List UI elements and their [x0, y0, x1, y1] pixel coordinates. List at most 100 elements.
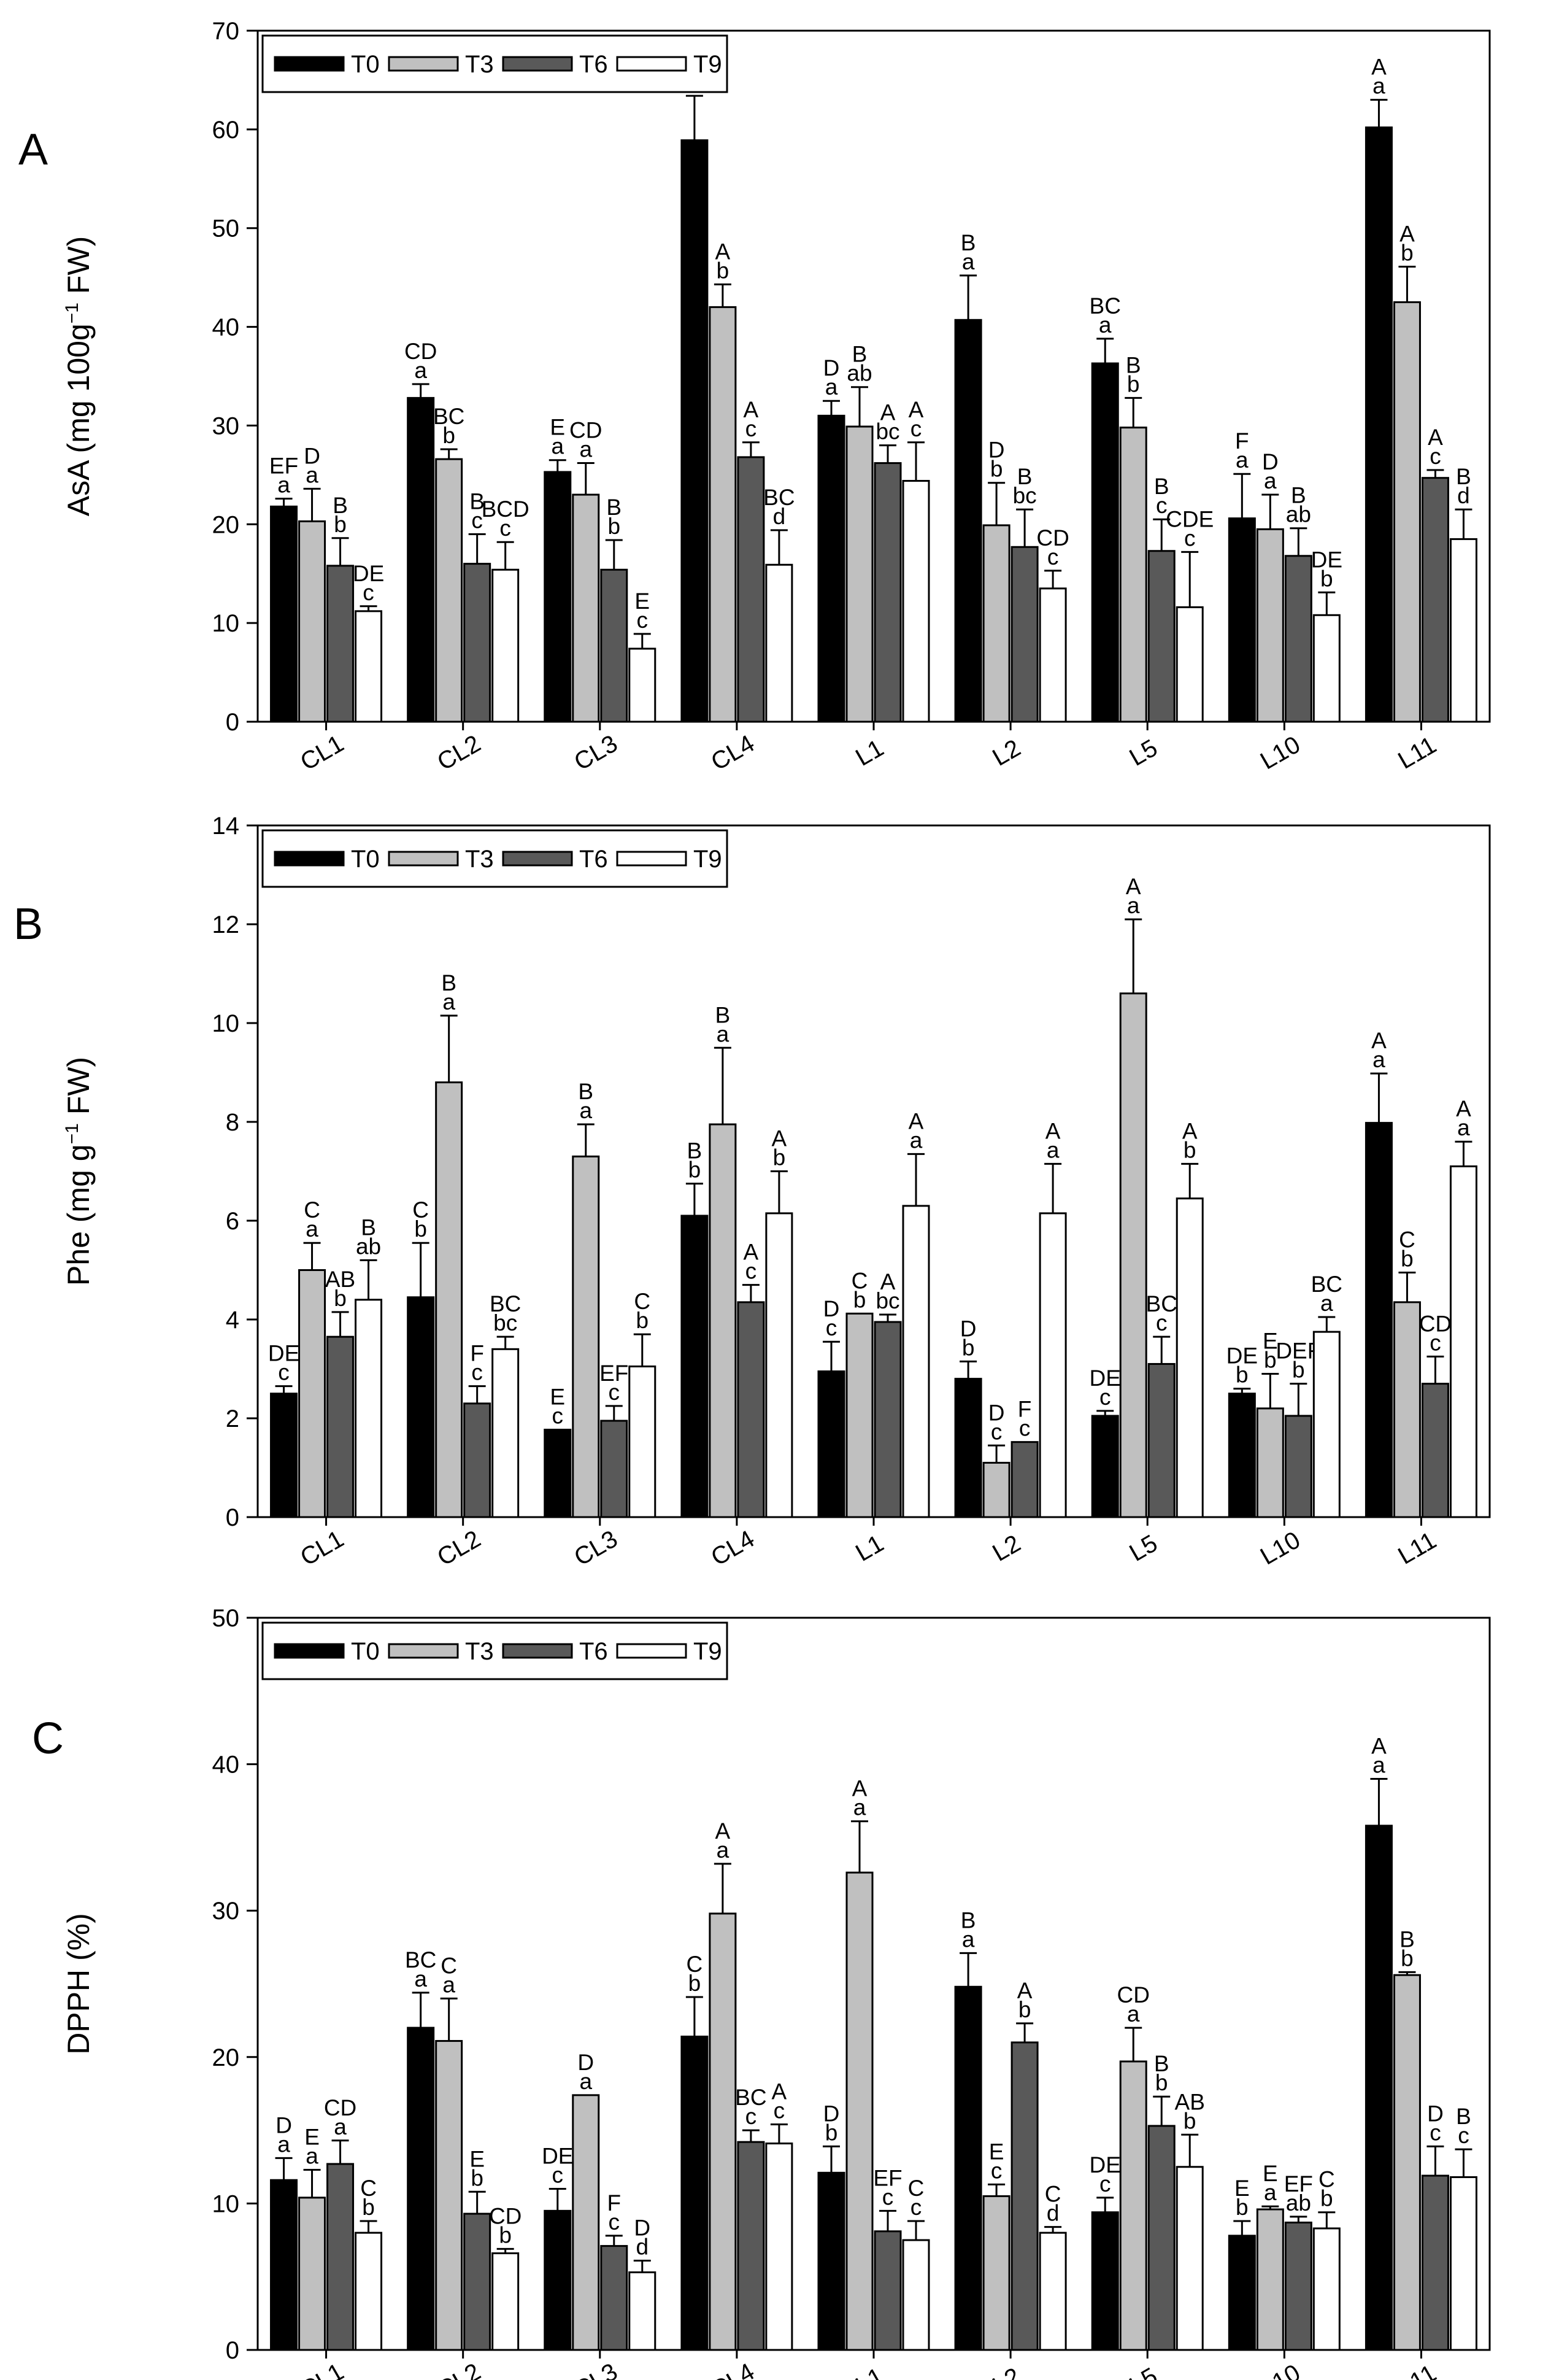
significance-letter: C: [360, 2176, 377, 2201]
x-tick-label: L2: [988, 735, 1025, 771]
significance-letter: a: [442, 989, 455, 1014]
bar-t6-cl2: [463, 1402, 491, 1518]
significance-letter: B: [1017, 464, 1033, 489]
significance-letter: D: [988, 1400, 1005, 1425]
bar-t9-cl1: [355, 2231, 383, 2351]
y-tick-label: 40: [212, 314, 240, 341]
bar-t6-cl4: [737, 1301, 765, 1518]
y-tick-label: 10: [212, 610, 240, 637]
significance-letter: DE: [1090, 1366, 1121, 1391]
bar-t3-cl4: [709, 1123, 737, 1518]
significance-letter: a: [579, 1098, 592, 1123]
y-axis-label: Phe (mg g−1 FW): [61, 1057, 96, 1286]
significance-letter: a: [414, 1966, 427, 1992]
legend-swatch-t0: [274, 56, 345, 72]
significance-letter: A: [744, 397, 759, 422]
bar-t6-l2: [1010, 2041, 1039, 2351]
bar-t0-l10: [1228, 1393, 1256, 1518]
legend-swatch-t9: [616, 1643, 687, 1659]
x-tick-label: L11: [1393, 732, 1441, 775]
significance-letter: BC: [433, 404, 464, 429]
significance-letter: a: [277, 2131, 290, 2157]
significance-letter: A: [715, 239, 731, 264]
significance-letter: D: [634, 2215, 650, 2240]
bar-t3-l5: [1119, 2060, 1147, 2351]
bar-t3-l10: [1256, 528, 1284, 723]
bar-t6-cl4: [737, 456, 765, 723]
significance-letter: E: [1234, 2176, 1250, 2201]
legend-label: T6: [579, 1638, 608, 1665]
significance-letter: BC: [1090, 293, 1121, 319]
significance-letter: b: [334, 512, 347, 537]
bar-t6-l1: [874, 1321, 902, 1518]
y-axis-label: AsA (mg 100g−1 FW): [61, 236, 96, 517]
significance-letter: c: [991, 1419, 1003, 1444]
significance-letter: D: [823, 2101, 840, 2126]
significance-letter: D: [275, 2112, 292, 2138]
significance-letter: BC: [1311, 1272, 1342, 1297]
significance-letter: CD: [489, 2203, 522, 2228]
bar-t6-l5: [1147, 1362, 1176, 1518]
legend-swatch-t9: [616, 851, 687, 867]
y-tick-label: 2: [226, 1405, 239, 1432]
significance-letter: C: [1399, 1227, 1415, 1253]
legend-swatch-t9: [616, 56, 687, 72]
bar-t9-l5: [1176, 606, 1204, 723]
legend-label: T6: [579, 846, 608, 873]
significance-letter: a: [1264, 2180, 1277, 2205]
significance-letter: A: [880, 1269, 896, 1294]
significance-letter: EF: [1284, 2171, 1313, 2196]
significance-letter: b: [1236, 2195, 1249, 2220]
bar-t9-l11: [1449, 2176, 1477, 2351]
significance-letter: c: [882, 2184, 894, 2209]
x-tick-label: L10: [1256, 1526, 1305, 1570]
significance-letter: a: [579, 437, 592, 462]
significance-letter: a: [277, 472, 290, 497]
bar-t9-cl4: [765, 563, 793, 723]
significance-letter: b: [1292, 1358, 1305, 1383]
significance-letter: B: [961, 230, 976, 255]
significance-letter: a: [717, 1837, 729, 1863]
significance-letter: AB: [325, 1267, 355, 1292]
x-tick-label: CL4: [707, 730, 760, 776]
significance-letter: c: [991, 2158, 1003, 2183]
significance-letter: b: [1320, 2186, 1333, 2211]
significance-letter: A: [744, 1240, 759, 1265]
bar-t9-l5: [1176, 2166, 1204, 2351]
significance-letter: c: [1019, 1416, 1031, 1441]
x-tick-label: L2: [988, 1530, 1025, 1567]
legend: T0 T3 T6 T9: [261, 829, 728, 888]
significance-letter: d: [1047, 2201, 1060, 2226]
significance-letter: DE: [1090, 2152, 1121, 2177]
significance-letter: D: [823, 1296, 840, 1321]
significance-letter: d: [636, 2234, 649, 2259]
bar-t6-cl3: [600, 568, 628, 723]
significance-letter: b: [499, 2222, 512, 2247]
significance-letter: C: [852, 1268, 868, 1293]
significance-letter: b: [414, 1216, 427, 1242]
bar-t0-l1: [817, 414, 845, 723]
bar-t0-l1: [817, 2171, 845, 2351]
bar-t3-l11: [1393, 301, 1421, 723]
bar-t0-l11: [1365, 1825, 1393, 2351]
bar-t6-cl2: [463, 563, 491, 723]
legend-label: T9: [693, 1638, 722, 1665]
bar-t9-cl1: [355, 610, 383, 723]
significance-letter: b: [1184, 2108, 1196, 2133]
bar-t3-l5: [1119, 992, 1147, 1518]
significance-letter: D: [577, 2050, 594, 2075]
y-tick-label: 0: [226, 1504, 239, 1531]
significance-letter: a: [551, 434, 564, 459]
bar-t0-cl3: [544, 2209, 572, 2351]
bar-t9-l2: [1039, 1212, 1067, 1518]
bar-t3-l10: [1256, 2208, 1284, 2351]
bar-t9-l1: [902, 2239, 930, 2351]
significance-letter: b: [717, 258, 729, 283]
legend-swatch-t6: [502, 851, 573, 867]
legend-swatch-t3: [388, 851, 459, 867]
significance-letter: c: [1458, 2123, 1469, 2148]
legend-label: T9: [693, 846, 722, 873]
x-tick-label: CL2: [433, 2358, 485, 2380]
significance-letter: DE: [353, 561, 384, 586]
